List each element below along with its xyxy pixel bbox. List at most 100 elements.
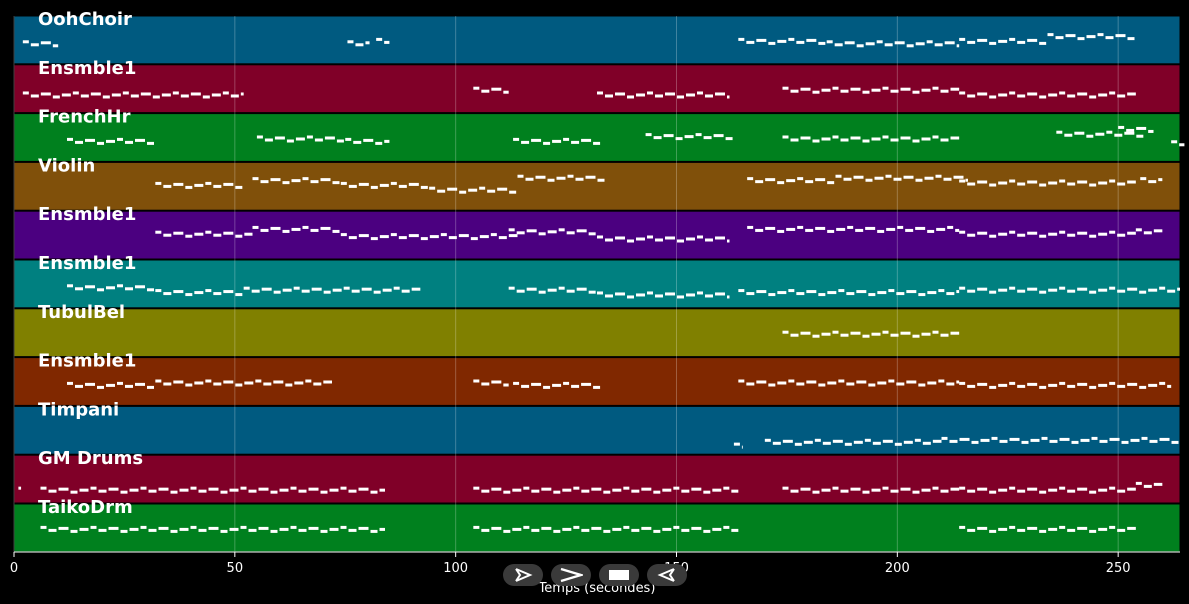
note	[697, 235, 703, 239]
note	[348, 184, 357, 188]
note	[967, 233, 976, 237]
note	[1059, 91, 1066, 95]
note	[208, 526, 219, 530]
note	[1135, 228, 1142, 232]
note	[320, 490, 328, 494]
note	[491, 487, 502, 491]
note	[323, 290, 331, 294]
note	[243, 286, 250, 290]
note	[323, 380, 332, 384]
note	[535, 175, 546, 179]
note	[1105, 36, 1114, 40]
note	[173, 380, 184, 384]
note	[1077, 382, 1088, 386]
play-button[interactable]	[503, 564, 543, 586]
note	[623, 525, 630, 529]
fast-forward-button[interactable]	[551, 564, 591, 586]
note	[1167, 289, 1176, 293]
note	[1159, 437, 1170, 441]
note	[1041, 436, 1048, 440]
note	[665, 92, 675, 96]
note	[1109, 230, 1116, 234]
note	[512, 527, 522, 531]
note	[355, 43, 364, 47]
note	[581, 528, 590, 532]
note	[959, 179, 966, 183]
note	[805, 228, 814, 232]
note	[40, 525, 47, 529]
note	[22, 91, 29, 95]
note	[1140, 177, 1147, 181]
note	[147, 288, 154, 292]
note	[420, 237, 428, 241]
note	[1159, 381, 1166, 385]
note	[562, 488, 572, 492]
note	[1048, 527, 1058, 531]
note	[170, 490, 178, 494]
note	[158, 526, 169, 530]
note	[1039, 385, 1047, 389]
note	[756, 380, 767, 384]
note	[61, 93, 71, 97]
note	[790, 489, 799, 493]
note	[806, 290, 817, 294]
note	[270, 490, 278, 494]
note	[1098, 232, 1108, 236]
note	[977, 287, 988, 291]
note	[967, 489, 976, 493]
note	[959, 486, 966, 490]
note	[1017, 528, 1026, 532]
note	[853, 175, 864, 179]
note	[927, 291, 937, 295]
note	[918, 293, 926, 297]
note	[794, 442, 802, 446]
note	[927, 229, 935, 233]
note	[588, 290, 596, 294]
note	[18, 486, 22, 490]
note	[675, 137, 683, 141]
note	[194, 183, 204, 187]
note	[1127, 526, 1136, 530]
note	[1143, 231, 1152, 235]
note	[764, 438, 771, 442]
note	[615, 292, 625, 296]
note	[796, 40, 805, 44]
note	[1039, 529, 1047, 533]
note	[508, 228, 515, 232]
stop-button[interactable]	[599, 564, 639, 586]
note	[959, 91, 966, 95]
note	[440, 233, 447, 237]
note	[459, 190, 467, 194]
note	[1098, 93, 1108, 97]
note	[705, 238, 713, 242]
rewind-button[interactable]	[647, 564, 687, 586]
note	[1109, 486, 1116, 490]
note	[85, 382, 95, 386]
note	[1027, 180, 1038, 184]
note	[915, 226, 926, 230]
note	[503, 529, 511, 533]
note	[185, 234, 193, 238]
note	[1127, 92, 1136, 96]
note	[705, 294, 713, 298]
note	[918, 383, 926, 387]
note	[738, 379, 745, 383]
note	[647, 91, 653, 95]
note	[788, 289, 795, 293]
track-label: Ensmble1	[38, 253, 136, 274]
note	[531, 138, 542, 142]
note	[956, 44, 960, 48]
note	[1017, 94, 1026, 98]
note	[314, 138, 323, 142]
note	[1117, 528, 1126, 532]
note	[398, 184, 407, 188]
note	[1109, 525, 1116, 529]
note	[1067, 289, 1076, 293]
note	[1067, 528, 1076, 532]
note	[705, 94, 713, 98]
note	[1077, 287, 1088, 291]
note	[398, 236, 407, 240]
note	[140, 525, 147, 529]
note	[686, 237, 695, 241]
